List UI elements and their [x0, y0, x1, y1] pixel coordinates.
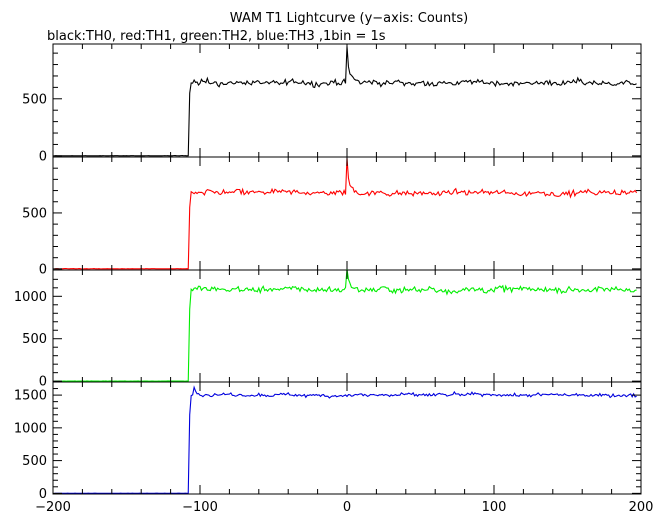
panel-frame [52, 43, 642, 158]
series-line-th1 [54, 158, 638, 270]
chart-subtitle: black:TH0, red:TH1, green:TH2, blue:TH3 … [47, 29, 386, 44]
y-tick-label: 0 [39, 487, 47, 502]
y-tick-label: 500 [22, 454, 47, 469]
y-tick-label: 1000 [14, 421, 47, 436]
y-tick-label: 500 [22, 206, 47, 221]
x-tick-label: −100 [182, 500, 218, 515]
x-tick-label: −200 [35, 500, 71, 515]
panel-th0: 0 500 [22, 43, 642, 164]
chart-title: WAM T1 Lightcurve (y−axis: Counts) [230, 11, 468, 26]
panel-frame [52, 269, 642, 383]
y-tick-label: 1000 [14, 290, 47, 305]
y-tick-label: 0 [39, 149, 47, 164]
series-line-th0 [54, 46, 637, 157]
panel-th1: 0 500 [22, 156, 642, 277]
series-line-th2 [54, 269, 637, 382]
y-tick-label: 0 [39, 262, 47, 277]
panel-frame [52, 381, 642, 495]
x-tick-label: 100 [482, 500, 507, 515]
x-tick-label: 200 [629, 500, 654, 515]
x-axis: −200 −100 0 100 200 [35, 500, 653, 515]
panels: 0 500 0 500 0 500 1000 0 500 1000 1500 [14, 43, 642, 502]
y-tick-label: 1500 [14, 389, 47, 404]
y-tick-label: 0 [39, 375, 47, 390]
x-tick-label: 0 [343, 500, 351, 515]
y-tick-label: 500 [22, 332, 47, 347]
panel-frame [52, 156, 642, 271]
y-tick-label: 500 [22, 92, 47, 107]
series-line-th3 [54, 385, 637, 494]
panel-th2: 0 500 1000 [14, 269, 642, 390]
panel-th3: 0 500 1000 1500 [14, 381, 642, 502]
